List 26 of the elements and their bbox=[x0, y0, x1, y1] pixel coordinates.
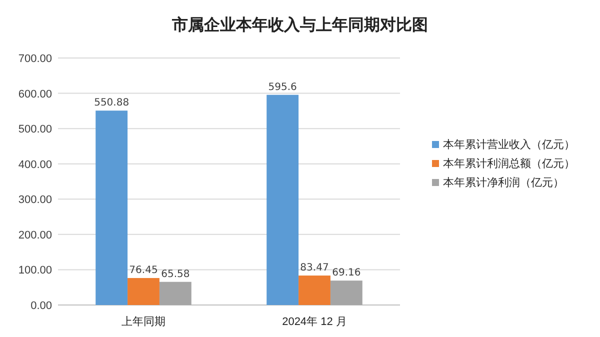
data-label: 65.58 bbox=[161, 268, 190, 280]
y-tick-label: 400.00 bbox=[18, 158, 52, 171]
legend-label: 本年累计利润总额（亿元） bbox=[443, 157, 575, 170]
y-tick-label: 200.00 bbox=[18, 229, 52, 242]
data-label: 76.45 bbox=[129, 265, 158, 276]
x-tick-label: 上年同期 bbox=[122, 315, 166, 328]
y-tick-label: 0.00 bbox=[30, 300, 52, 312]
data-label: 550.88 bbox=[94, 98, 130, 109]
bar bbox=[298, 276, 330, 305]
data-label: 595.6 bbox=[268, 82, 297, 93]
bar bbox=[266, 94, 299, 305]
x-tick-label: 2024年 12 月 bbox=[282, 316, 347, 328]
bar bbox=[128, 278, 160, 305]
data-label: 69.16 bbox=[332, 268, 361, 279]
bar bbox=[96, 110, 128, 305]
legend-label: 本年累计净利润（亿元） bbox=[443, 176, 564, 189]
data-label: 83.47 bbox=[300, 262, 329, 274]
y-tick-label: 600.00 bbox=[18, 88, 52, 100]
y-tick-label: 300.00 bbox=[18, 194, 52, 206]
bar bbox=[330, 280, 362, 305]
y-tick-label: 700.00 bbox=[18, 53, 52, 65]
bar bbox=[159, 282, 192, 305]
legend-label: 本年累计营业收入（亿元） bbox=[443, 138, 575, 151]
y-tick-label: 500.00 bbox=[18, 124, 52, 136]
chart-title: 市属企业本年收入与上年同期对比图 bbox=[171, 16, 428, 34]
y-tick-label: 100.00 bbox=[18, 264, 52, 277]
